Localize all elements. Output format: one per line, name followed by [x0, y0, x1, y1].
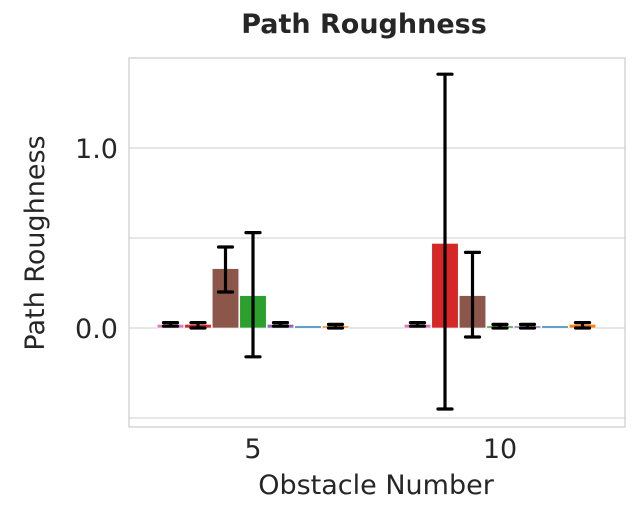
error-bars: [161, 72, 592, 411]
grid-lines: [129, 57, 625, 419]
y-axis-label: Path Roughness: [20, 135, 51, 350]
x-tick-label: 5: [244, 434, 261, 465]
plot-frame: [128, 57, 626, 428]
x-tick-labels: 5 10: [244, 434, 517, 465]
bars: [156, 243, 597, 329]
y-tick-labels: 0.0 1.0: [75, 134, 118, 345]
x-tick-label: 10: [483, 434, 517, 465]
y-tick-label: 1.0: [75, 134, 118, 165]
x-axis-label: Obstacle Number: [258, 470, 494, 501]
bar: [294, 325, 322, 329]
bar: [541, 325, 569, 329]
chart-title: Path Roughness: [241, 9, 487, 40]
y-tick-label: 0.0: [75, 314, 118, 345]
